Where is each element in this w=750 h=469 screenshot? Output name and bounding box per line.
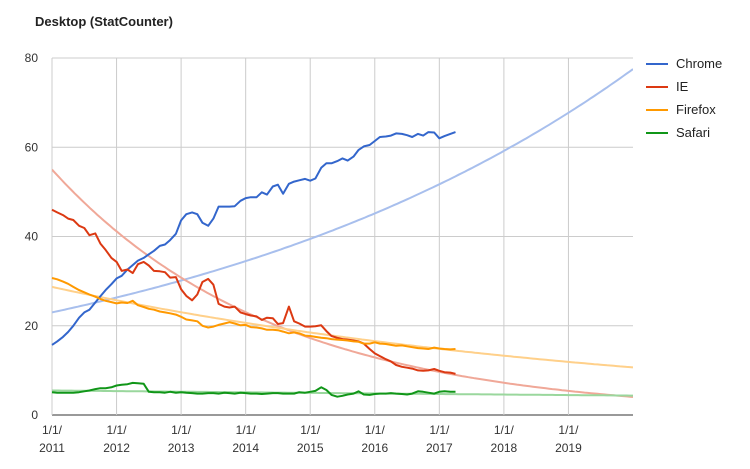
- legend: Chrome IE Firefox Safari: [646, 52, 722, 144]
- series-line-safari: [51, 381, 456, 398]
- y-tick-label: 0: [31, 408, 38, 422]
- series-line-firefox: [51, 277, 456, 351]
- x-tick-label: 1/1/: [107, 423, 128, 437]
- x-tick-label: 2017: [426, 441, 453, 455]
- x-tick-label: 2018: [491, 441, 518, 455]
- y-tick-label: 40: [25, 230, 39, 244]
- x-tick-label: 1/1/: [429, 423, 450, 437]
- trendline-firefox: [52, 285, 633, 369]
- x-tick-label: 2011: [39, 441, 65, 455]
- legend-label: Firefox: [676, 102, 716, 117]
- trendline-chrome: [52, 68, 633, 314]
- chart-title: Desktop (StatCounter): [35, 14, 173, 29]
- x-tick-label: 2014: [232, 441, 259, 455]
- legend-swatch: [646, 85, 668, 88]
- series-line-chrome: [51, 131, 456, 346]
- x-tick-label: 1/1/: [494, 423, 515, 437]
- x-tick-label: 2016: [361, 441, 388, 455]
- axis-labels: 0 20 40 60 80 1/1/2011 1/1/2012 1/1/2013 1/1/201…: [25, 51, 582, 455]
- data-series: [51, 131, 456, 398]
- x-tick-label: 1/1/: [171, 423, 192, 437]
- gridlines: [51, 57, 633, 416]
- x-tick-label: 1/1/: [558, 423, 579, 437]
- x-tick-label: 2015: [297, 441, 324, 455]
- legend-item-safari: Safari: [646, 121, 722, 144]
- legend-label: Safari: [676, 125, 710, 140]
- legend-item-ie: IE: [646, 75, 722, 98]
- legend-label: Chrome: [676, 56, 723, 71]
- legend-swatch: [646, 131, 668, 134]
- x-tick-label: 1/1/: [236, 423, 257, 437]
- legend-label: IE: [676, 79, 689, 94]
- trendlines: [52, 68, 633, 398]
- legend-item-firefox: Firefox: [646, 98, 722, 121]
- y-tick-label: 60: [25, 140, 39, 154]
- x-tick-label: 1/1/: [365, 423, 386, 437]
- y-tick-label: 80: [25, 51, 39, 65]
- x-tick-label: 2019: [555, 441, 582, 455]
- trendline-ie: [52, 168, 633, 398]
- x-tick-label: 1/1/: [300, 423, 321, 437]
- x-tick-label: 1/1/: [42, 423, 63, 437]
- x-tick-label: 2012: [103, 441, 130, 455]
- y-tick-label: 20: [25, 319, 39, 333]
- legend-item-chrome: Chrome: [646, 52, 722, 75]
- legend-swatch: [646, 62, 668, 65]
- series-line-ie: [51, 208, 456, 375]
- x-tick-label: 2013: [168, 441, 195, 455]
- legend-swatch: [646, 108, 668, 111]
